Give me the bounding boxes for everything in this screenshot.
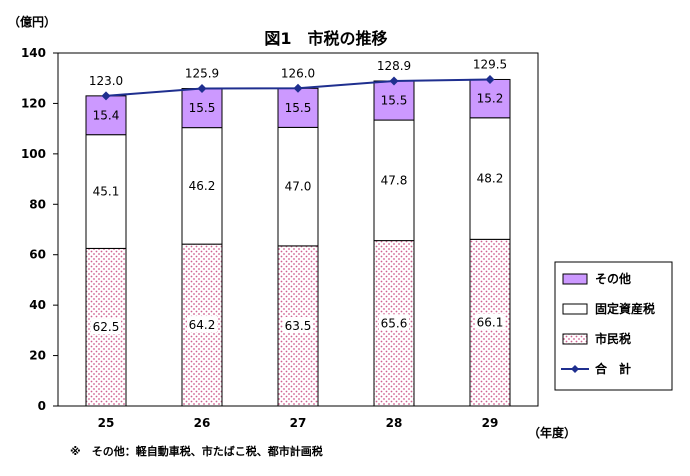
x-axis-unit: （年度） bbox=[528, 425, 576, 440]
legend-swatch bbox=[562, 273, 588, 285]
bar-segment bbox=[373, 80, 415, 121]
data-label: 15.2 bbox=[477, 92, 504, 106]
data-label-bg bbox=[91, 318, 121, 335]
total-label: 125.9 bbox=[185, 67, 219, 81]
y-tick-label: 40 bbox=[29, 298, 46, 312]
data-label: 45.1 bbox=[93, 185, 120, 199]
data-label: 15.5 bbox=[381, 94, 408, 108]
y-axis-unit: （億円） bbox=[8, 14, 56, 29]
data-label-bg bbox=[187, 316, 217, 333]
x-tick-label: 28 bbox=[386, 416, 403, 430]
legend-label: 固定資産税 bbox=[595, 301, 655, 316]
data-label: 47.8 bbox=[381, 173, 408, 187]
bar-segment bbox=[85, 134, 127, 249]
legend-label: 市民税 bbox=[595, 331, 631, 346]
y-tick-label: 60 bbox=[29, 248, 46, 262]
data-label-bg bbox=[379, 314, 409, 331]
total-point bbox=[389, 76, 399, 86]
y-tick-label: 120 bbox=[21, 96, 46, 110]
data-label: 46.2 bbox=[189, 179, 216, 193]
bar-segment bbox=[277, 126, 319, 247]
legend-label: その他 bbox=[595, 271, 631, 286]
plot-area: 0 20 40 60 80 100 120 140 62.5 45.1 15.4 25 64.2 46.2… bbox=[21, 46, 539, 430]
data-label: 62.5 bbox=[93, 320, 120, 334]
total-point bbox=[485, 74, 495, 84]
data-label: 65.6 bbox=[381, 316, 408, 330]
footnote: ※ その他：軽自動車税、市たばこ税、都市計画税 bbox=[70, 444, 323, 458]
y-tick-label: 0 bbox=[38, 399, 46, 413]
x-tick-label: 26 bbox=[194, 416, 211, 430]
total-label: 129.5 bbox=[473, 57, 507, 71]
bar-segment bbox=[277, 87, 319, 128]
bar-segment bbox=[469, 78, 511, 119]
bar-segment bbox=[85, 95, 127, 136]
total-label: 126.0 bbox=[281, 66, 315, 80]
total-point bbox=[197, 84, 207, 94]
bar-segment bbox=[181, 127, 223, 245]
bar-segment bbox=[373, 119, 415, 242]
x-tick-label: 27 bbox=[290, 416, 307, 430]
data-label: 63.5 bbox=[285, 319, 312, 333]
total-label: 123.0 bbox=[89, 74, 123, 88]
legend-marker bbox=[571, 365, 579, 373]
data-label: 48.2 bbox=[477, 172, 504, 186]
total-label: 128.9 bbox=[377, 59, 411, 73]
x-tick-label: 29 bbox=[482, 416, 499, 430]
chart-title: 図1 市税の推移 bbox=[264, 29, 387, 48]
x-tick-label: 25 bbox=[98, 416, 115, 430]
data-label: 15.5 bbox=[189, 101, 216, 115]
data-label: 15.5 bbox=[285, 101, 312, 115]
bar-segment bbox=[181, 88, 223, 129]
y-tick-label: 140 bbox=[21, 46, 46, 60]
legend-swatch bbox=[562, 333, 588, 345]
data-label: 66.1 bbox=[477, 316, 504, 330]
total-point bbox=[101, 91, 111, 101]
y-tick-label: 100 bbox=[21, 147, 46, 161]
legend-label: 合 計 bbox=[595, 361, 631, 376]
y-tick-label: 80 bbox=[29, 197, 46, 211]
data-label: 47.0 bbox=[285, 180, 312, 194]
data-label: 64.2 bbox=[189, 318, 216, 332]
y-tick-label: 20 bbox=[29, 349, 46, 363]
data-label-bg bbox=[283, 316, 313, 333]
bar-segment bbox=[469, 117, 511, 240]
data-label: 15.4 bbox=[93, 108, 120, 122]
legend-swatch bbox=[562, 303, 588, 315]
data-label-bg bbox=[475, 313, 505, 330]
total-point bbox=[293, 83, 303, 93]
